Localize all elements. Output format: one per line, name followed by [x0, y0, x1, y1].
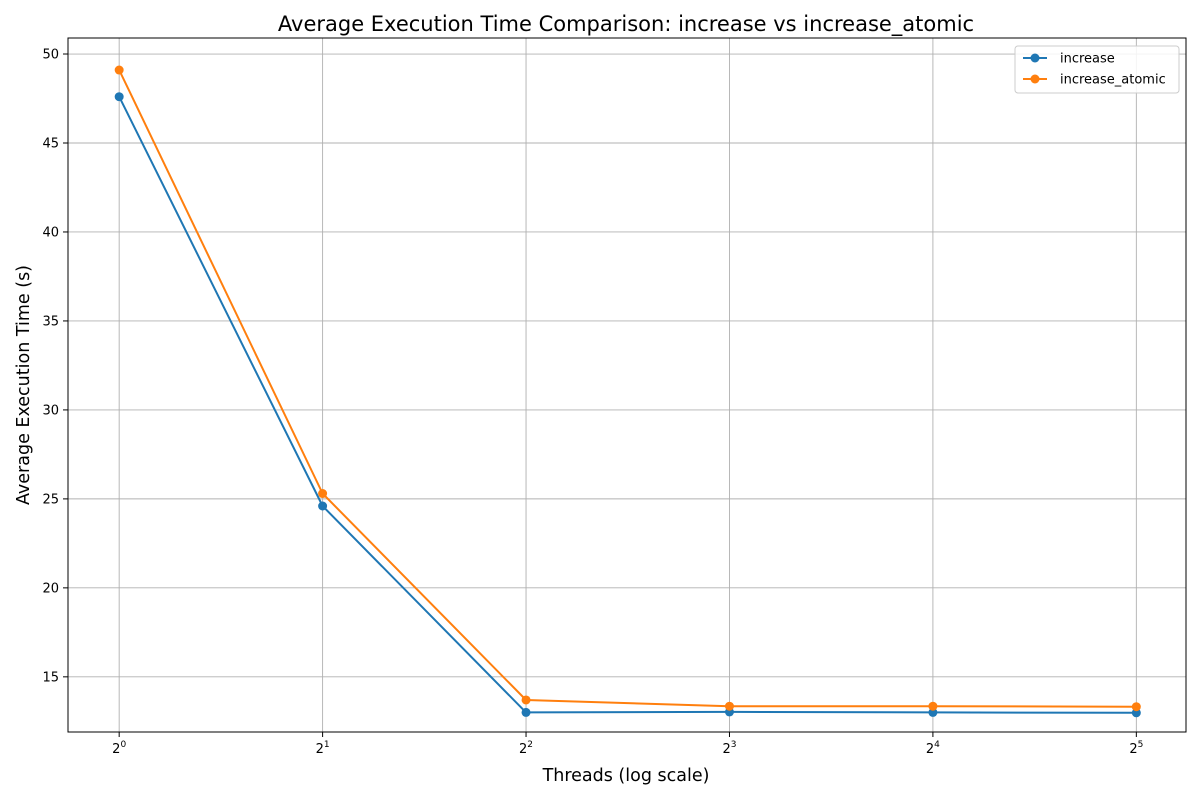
y-tick-label: 30: [42, 403, 59, 418]
x-tick-label: 25: [1129, 740, 1143, 757]
data-point-increase: [928, 707, 938, 717]
x-tick-label: 22: [519, 740, 533, 757]
chart-title: Average Execution Time Comparison: incre…: [278, 12, 974, 37]
plot-frame: [67, 37, 1187, 733]
x-tick-label: 21: [316, 740, 330, 757]
legend-marker: [1030, 74, 1040, 84]
legend: increase increase_atomic: [1014, 45, 1180, 94]
data-point-increase-atomic: [1131, 702, 1141, 712]
grid: [68, 38, 1186, 732]
x-axis-title: Threads (log scale): [542, 766, 710, 786]
data-point-increase: [114, 92, 124, 102]
y-axis-ticks: 15 20 25 30 35 40 45 50: [42, 48, 68, 685]
data-point-increase-atomic: [318, 489, 328, 499]
y-tick-label: 35: [42, 314, 59, 329]
y-tick-label: 50: [42, 48, 59, 63]
data-point-increase-atomic: [521, 695, 531, 705]
series-layer: [114, 65, 1141, 718]
y-axis-title: Average Execution Time (s): [14, 265, 34, 505]
y-tick-label: 15: [42, 670, 59, 685]
y-tick-label: 20: [42, 581, 59, 596]
x-axis-ticks: 20 21 22 23 24 25: [112, 732, 1143, 757]
data-point-increase: [521, 707, 531, 717]
x-tick-label: 24: [926, 740, 940, 757]
data-point-increase-atomic: [114, 65, 124, 75]
legend-marker: [1030, 53, 1040, 63]
data-point-increase: [318, 501, 328, 511]
legend-label: increase: [1060, 52, 1115, 67]
legend-box: [1014, 45, 1180, 94]
y-tick-label: 45: [42, 136, 59, 151]
legend-label: increase_atomic: [1060, 73, 1166, 88]
data-point-increase-atomic: [928, 701, 938, 711]
series-line-increase-atomic: [118, 69, 1137, 708]
y-tick-label: 40: [42, 225, 59, 240]
series-line-increase: [118, 96, 1137, 714]
x-tick-label: 23: [722, 740, 736, 757]
data-point-increase-atomic: [724, 701, 734, 711]
y-tick-label: 25: [42, 492, 59, 507]
x-tick-label: 20: [112, 740, 126, 757]
